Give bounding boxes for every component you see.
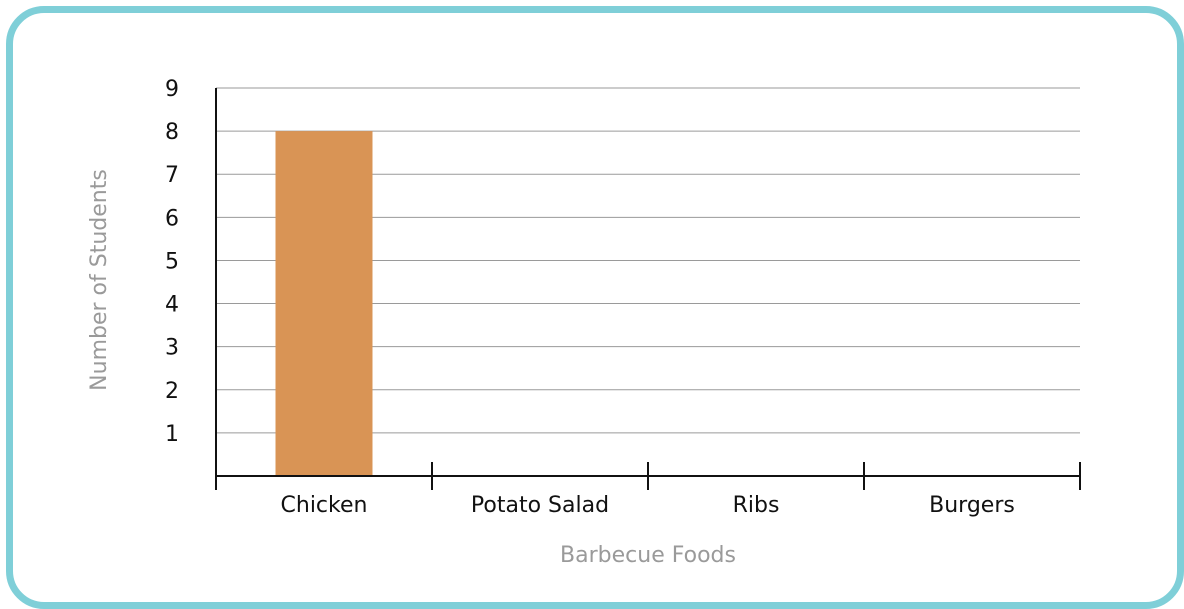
bars	[275, 131, 373, 476]
y-tick-label: 6	[165, 206, 179, 231]
x-tick-label: Ribs	[733, 493, 780, 518]
y-tick-label: 3	[165, 336, 179, 361]
axes	[215, 88, 1081, 490]
y-tick-label: 9	[165, 77, 179, 102]
x-tick-label: Burgers	[929, 493, 1015, 518]
y-axis-title: Number of Students	[87, 169, 112, 391]
y-tick-label: 7	[165, 163, 179, 188]
y-tick-label: 4	[165, 293, 179, 318]
x-tick-label: Potato Salad	[471, 493, 609, 518]
y-tick-label: 1	[165, 422, 179, 447]
y-tick-label: 8	[165, 120, 179, 145]
y-tick-labels: 1 2 3 4 5 6 7 8 9	[165, 77, 179, 447]
x-axis-title: Barbecue Foods	[560, 543, 736, 568]
y-tick-label: 2	[165, 379, 179, 404]
bar-chicken	[275, 131, 373, 476]
x-tick-labels: Chicken Potato Salad Ribs Burgers	[281, 493, 1015, 518]
x-tick-label: Chicken	[281, 493, 368, 518]
chart-frame	[6, 6, 1184, 609]
y-tick-label: 5	[165, 249, 179, 274]
